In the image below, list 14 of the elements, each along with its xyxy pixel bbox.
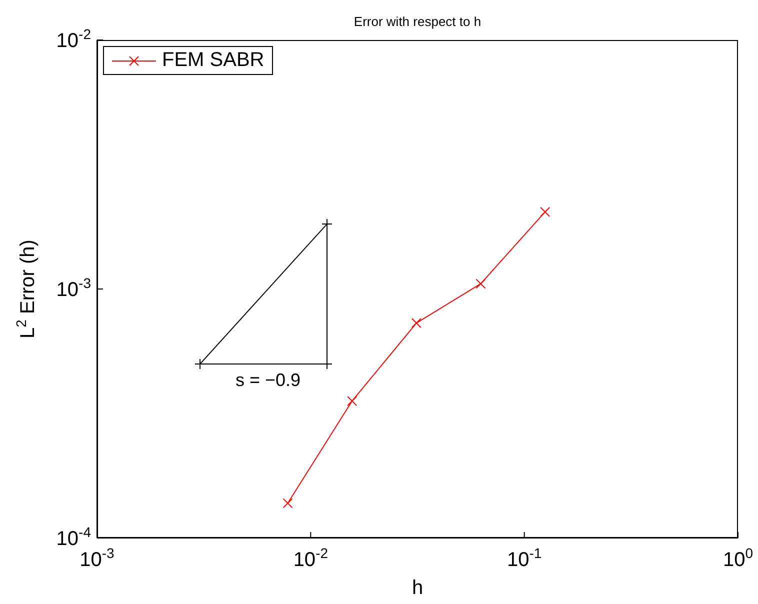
point — [411, 318, 422, 328]
annotation: s = −0.9 — [234, 370, 302, 391]
point — [347, 396, 358, 406]
y-tick-label: 10$^{-2}$ — [56, 26, 92, 52]
x-axis-title: h — [412, 577, 424, 599]
chart-title: Error with respect to h — [352, 14, 482, 29]
point — [540, 206, 550, 217]
x-tick-label: 10$^{-2}$ — [293, 545, 328, 571]
point — [476, 278, 486, 289]
x-tick-label: 10$^{-1}$ — [506, 545, 542, 571]
y-tick-label: 10$^{-3}$ — [56, 275, 92, 301]
legend-label: FEM SABR — [162, 49, 264, 72]
point — [282, 498, 293, 508]
x-tick-label: 10$^{0}$ — [722, 545, 754, 571]
